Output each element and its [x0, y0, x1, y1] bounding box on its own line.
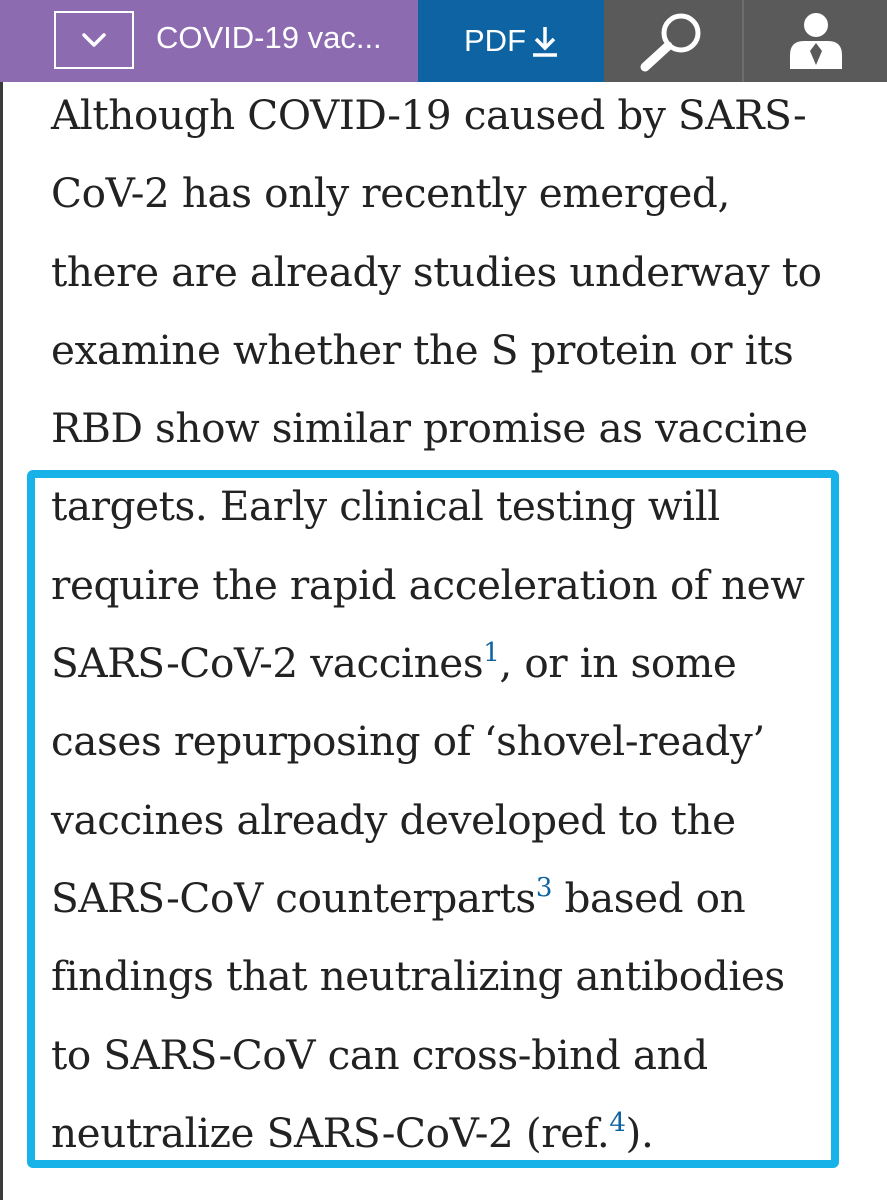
text-run: ).: [626, 1109, 654, 1157]
user-icon: [786, 9, 846, 73]
text-line: RBD show similar promise as vaccine: [51, 389, 881, 467]
top-toolbar: COVID-19 vac... PDF: [0, 0, 887, 82]
chevron-down-icon: [80, 31, 108, 49]
text-line: neutralize SARS-CoV-2 (ref.4).: [51, 1094, 881, 1172]
search-button[interactable]: [604, 0, 744, 82]
text-line: targets. Early clinical testing will: [51, 467, 881, 545]
text-line: require the rapid acceleration of new: [51, 546, 881, 624]
text-line: SARS-CoV counterparts3 based on: [51, 859, 881, 937]
text-line: there are already studies underway to: [51, 233, 881, 311]
text-run: based on: [552, 874, 745, 922]
search-icon: [635, 9, 711, 73]
text-line: to SARS-CoV can cross-bind and: [51, 1016, 881, 1094]
reference-link-1[interactable]: 1: [483, 638, 499, 668]
text-line: CoV-2 has only recently emerged,: [51, 154, 881, 232]
text-run: SARS-CoV counterparts: [51, 874, 536, 922]
download-pdf-button[interactable]: PDF: [418, 0, 604, 82]
pdf-label: PDF: [464, 19, 526, 63]
text-run: SARS-CoV-2 vaccines: [51, 639, 483, 687]
article-nav: COVID-19 vac...: [0, 0, 418, 82]
download-arrow-icon: [532, 24, 558, 58]
text-line: Although COVID-19 caused by SARS-: [51, 76, 881, 154]
reference-link-3[interactable]: 3: [536, 873, 552, 903]
text-line: findings that neutralizing antibodies: [51, 937, 881, 1015]
text-line: cases repurposing of ‘shovel-ready’: [51, 702, 881, 780]
reference-link-4[interactable]: 4: [609, 1108, 625, 1138]
account-button[interactable]: [744, 0, 887, 82]
text-run: neutralize SARS-CoV-2 (ref.: [51, 1109, 609, 1157]
text-line: examine whether the S protein or its: [51, 311, 881, 389]
text-line: vaccines already developed to the: [51, 781, 881, 859]
article-paragraph: Although COVID-19 caused by SARS- CoV-2 …: [51, 82, 881, 1172]
article-short-title[interactable]: COVID-19 vac...: [156, 16, 411, 60]
text-line: SARS-CoV-2 vaccines1, or in some: [51, 624, 881, 702]
article-body: Although COVID-19 caused by SARS- CoV-2 …: [0, 82, 887, 1200]
section-menu-toggle-button[interactable]: [54, 11, 134, 69]
text-run: , or in some: [499, 639, 736, 687]
